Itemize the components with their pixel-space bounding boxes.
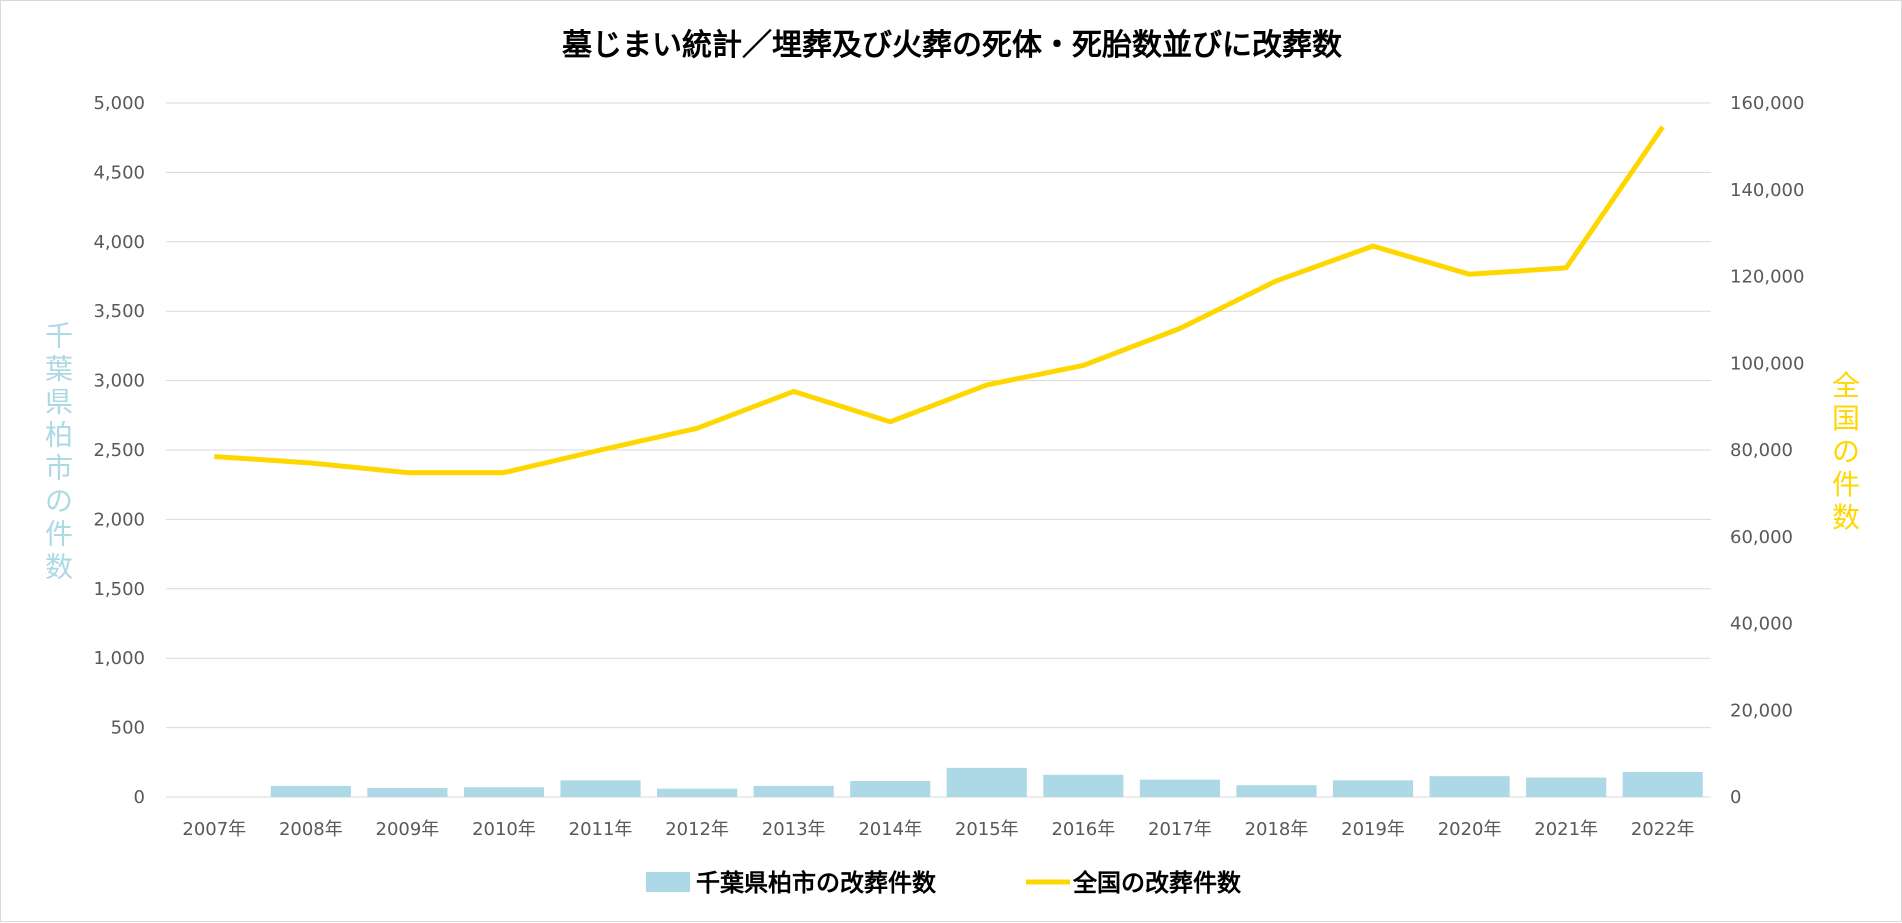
bar	[850, 781, 930, 797]
left-tick-label: 4,000	[93, 232, 145, 253]
bar	[657, 789, 737, 797]
legend-line-label: 全国の改葬件数	[1072, 869, 1242, 897]
line-path	[214, 127, 1662, 473]
x-tick-label: 2022年	[1631, 819, 1695, 840]
bar	[1526, 778, 1606, 797]
legend-bar-swatch	[646, 872, 690, 892]
left-tick-label: 2,000	[93, 509, 145, 530]
bar	[1043, 775, 1123, 797]
left-tick-label: 0	[134, 787, 145, 808]
right-tick-label: 120,000	[1730, 267, 1804, 288]
x-tick-label: 2020年	[1438, 819, 1502, 840]
bar-series	[271, 768, 1703, 797]
left-tick-label: 3,500	[93, 301, 145, 322]
x-tick-label: 2019年	[1341, 819, 1405, 840]
bar	[1140, 780, 1220, 797]
x-tick-label: 2011年	[569, 819, 633, 840]
right-tick-label: 0	[1730, 787, 1741, 808]
right-tick-label: 80,000	[1730, 440, 1793, 461]
gridlines	[166, 103, 1711, 797]
bar	[1333, 780, 1413, 797]
bar	[367, 788, 447, 797]
x-tick-label: 2021年	[1534, 819, 1598, 840]
left-tick-label: 1,500	[93, 579, 145, 600]
x-tick-label: 2008年	[279, 819, 343, 840]
x-axis-ticks: 2007年 2008年 2009年 2010年 2011年 2012年 2013年 2014年…	[182, 819, 1694, 840]
bar	[271, 786, 351, 797]
x-tick-label: 2014年	[858, 819, 922, 840]
left-tick-label: 3,000	[93, 371, 145, 392]
right-tick-label: 160,000	[1730, 93, 1804, 114]
x-tick-label: 2009年	[376, 819, 440, 840]
x-tick-label: 2007年	[182, 819, 246, 840]
x-tick-label: 2017年	[1148, 819, 1212, 840]
left-tick-label: 5,000	[93, 93, 145, 114]
x-tick-label: 2010年	[472, 819, 536, 840]
left-axis-ticks: 0 500 1,000 1,500 2,000 2,500 3,000 3,500 4,000 4…	[93, 93, 145, 808]
right-axis-ticks: 0 20,000 40,000 60,000 80,000 100,000 120,000 1…	[1730, 93, 1804, 808]
bar	[1623, 772, 1703, 797]
x-tick-label: 2015年	[955, 819, 1019, 840]
right-axis-title: 全国の件数	[1832, 369, 1860, 534]
x-tick-label: 2012年	[665, 819, 729, 840]
bar	[464, 787, 544, 797]
bar	[1236, 785, 1316, 797]
x-tick-label: 2018年	[1245, 819, 1309, 840]
bar	[947, 768, 1027, 797]
right-axis-title-text: 全国の件数	[1832, 369, 1860, 534]
right-tick-label: 140,000	[1730, 180, 1804, 201]
bar	[560, 780, 640, 797]
right-tick-label: 40,000	[1730, 614, 1793, 635]
left-axis-title: 千葉県柏市の件数	[45, 320, 73, 584]
left-tick-label: 500	[111, 718, 145, 739]
left-tick-label: 1,000	[93, 648, 145, 669]
x-tick-label: 2016年	[1051, 819, 1115, 840]
right-tick-label: 20,000	[1730, 700, 1793, 721]
left-tick-label: 4,500	[93, 162, 145, 183]
x-tick-label: 2013年	[762, 819, 826, 840]
bar	[1430, 776, 1510, 797]
left-tick-label: 2,500	[93, 440, 145, 461]
line-series	[214, 127, 1663, 473]
legend: 千葉県柏市の改葬件数 全国の改葬件数	[646, 869, 1242, 897]
right-tick-label: 60,000	[1730, 527, 1793, 548]
left-axis-title-text: 千葉県柏市の件数	[45, 320, 73, 584]
chart-title: 墓じまい統計／埋葬及び火葬の死体・死胎数並びに改葬数	[561, 28, 1343, 63]
bar	[754, 786, 834, 797]
right-tick-label: 100,000	[1730, 353, 1804, 374]
legend-bar-label: 千葉県柏市の改葬件数	[696, 869, 937, 897]
